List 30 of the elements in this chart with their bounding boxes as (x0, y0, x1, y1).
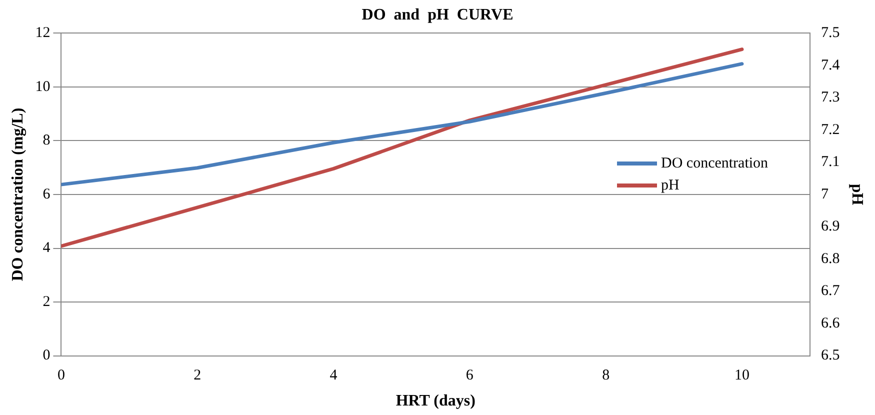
chart-title: DO and pH CURVE (362, 6, 514, 24)
y-tick-label: 8 (42, 132, 50, 149)
y2-axis-title: pH (848, 184, 866, 206)
y-axis-title: DO concentration (mg/L) (10, 108, 27, 282)
y-tick-label: 0 (42, 348, 50, 364)
y2-tick-label: 6.9 (821, 218, 840, 235)
y2-tick-label: 7 (821, 186, 830, 202)
x-tick-label: 8 (602, 368, 610, 384)
x-tick-label: 10 (734, 368, 750, 384)
legend-label: pH (661, 177, 680, 194)
y-tick-label: 6 (42, 186, 51, 202)
x-tick-label: 0 (57, 368, 65, 384)
legend-label: DO concentration (661, 155, 769, 172)
y2-tick-label: 6.8 (821, 250, 840, 267)
y2-tick-label: 6.5 (821, 348, 840, 364)
y2-tick-label: 6.6 (821, 315, 840, 332)
y2-tick-label: 7.5 (821, 25, 840, 42)
y-tick-label: 2 (42, 294, 50, 310)
y-tick-label: 12 (35, 25, 50, 42)
y2-tick-label: 6.7 (821, 283, 840, 300)
y2-tick-label: 7.1 (821, 154, 840, 170)
x-tick-label: 4 (330, 368, 338, 384)
x-tick-label: 6 (466, 368, 474, 384)
y2-tick-label: 7.3 (821, 90, 840, 106)
x-axis-title: HRT (days) (396, 392, 476, 410)
y2-tick-label: 7.2 (821, 122, 840, 138)
y2-tick-label: 7.4 (821, 57, 840, 74)
y-tick-label: 10 (35, 78, 50, 95)
x-tick-label: 2 (194, 368, 202, 384)
y-tick-label: 4 (42, 240, 51, 256)
